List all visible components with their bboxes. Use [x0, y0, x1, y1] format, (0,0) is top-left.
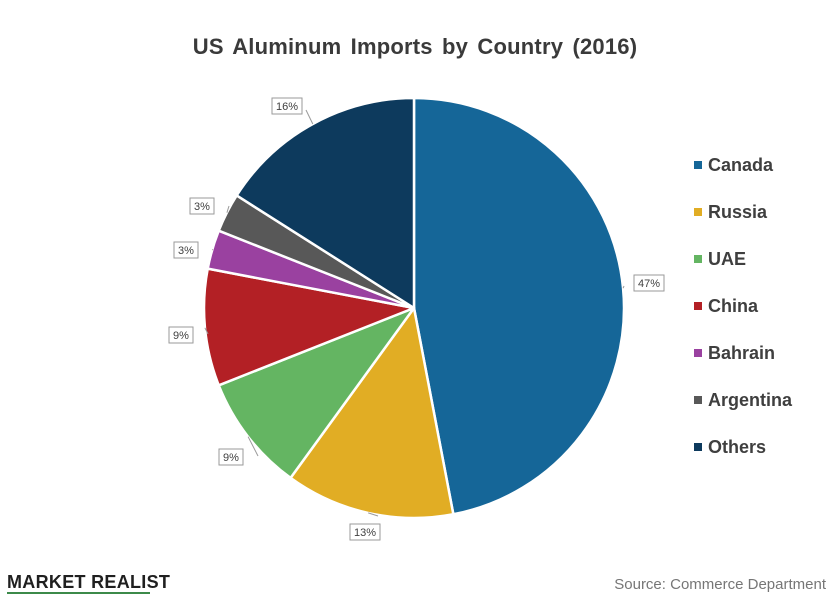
data-label-box [271, 97, 303, 115]
legend-swatch [694, 349, 702, 357]
legend-label: Argentina [708, 390, 793, 410]
legend-item-argentina: Argentina [694, 388, 792, 435]
legend-label: Russia [708, 202, 768, 222]
legend-swatch [694, 302, 702, 310]
legend-swatch [694, 161, 702, 169]
brand-logo: MARKET REALIST [7, 572, 171, 592]
data-label-text: 9% [223, 452, 239, 464]
data-label-box [633, 274, 665, 292]
legend-label: Bahrain [708, 343, 776, 363]
data-label-others: 16% [271, 97, 303, 115]
data-label-text: 47% [638, 278, 660, 290]
legend-item-canada: Canada [694, 153, 792, 200]
legend-item-china: China [694, 294, 792, 341]
data-label-box [173, 241, 199, 259]
legend-swatch [694, 443, 702, 451]
data-label-text: 3% [194, 201, 210, 213]
legend-label: Canada [708, 155, 774, 175]
data-label-uae: 9% [218, 448, 244, 466]
chart-title: US Aluminum Imports by Country (2016) [192, 34, 638, 59]
legend-swatch [694, 255, 702, 263]
leader-line-uae [247, 436, 259, 457]
data-label-argentina: 3% [189, 197, 215, 215]
data-label-box [349, 523, 381, 541]
data-label-box [168, 326, 194, 344]
legend-item-others: Others [694, 435, 792, 482]
leader-line-russia [368, 512, 379, 517]
pie-slice-china [202, 267, 416, 387]
leader-line-argentina [226, 205, 230, 213]
legend-item-russia: Russia [694, 200, 792, 247]
legend-label: Others [708, 437, 767, 457]
data-label-text: 16% [276, 101, 298, 113]
legend-item-bahrain: Bahrain [694, 341, 792, 388]
legend-label: UAE [708, 249, 747, 269]
data-label-text: 9% [173, 330, 189, 342]
data-label-box [189, 197, 215, 215]
data-label-box [218, 448, 244, 466]
chart-legend: Canada Russia UAE China Bahrain Argentina Othe… [694, 153, 792, 482]
legend-label: China [708, 296, 759, 316]
pie-slices [202, 96, 626, 520]
data-label-china: 9% [168, 326, 194, 344]
brand-underline [7, 592, 150, 594]
data-labels: 47% 13% 9% 9% 3% 3% 16% [168, 97, 665, 541]
leader-line-china [204, 327, 209, 335]
data-label-text: 13% [354, 527, 376, 539]
legend-swatch [694, 396, 702, 404]
leader-line-canada [622, 285, 625, 289]
leader-line-bahrain [211, 249, 214, 251]
data-label-bahrain: 3% [173, 241, 199, 259]
legend-swatch [694, 208, 702, 216]
pie-slice-uae [217, 306, 416, 480]
source-note: Source: Commerce Department [614, 576, 826, 593]
data-label-text: 3% [178, 245, 194, 257]
leader-line-others [305, 109, 314, 125]
pie-slice-russia [289, 306, 455, 520]
pie-slice-canada [412, 96, 626, 516]
legend-item-uae: UAE [694, 247, 792, 294]
data-label-russia: 13% [349, 523, 381, 541]
data-label-canada: 47% [633, 274, 665, 292]
